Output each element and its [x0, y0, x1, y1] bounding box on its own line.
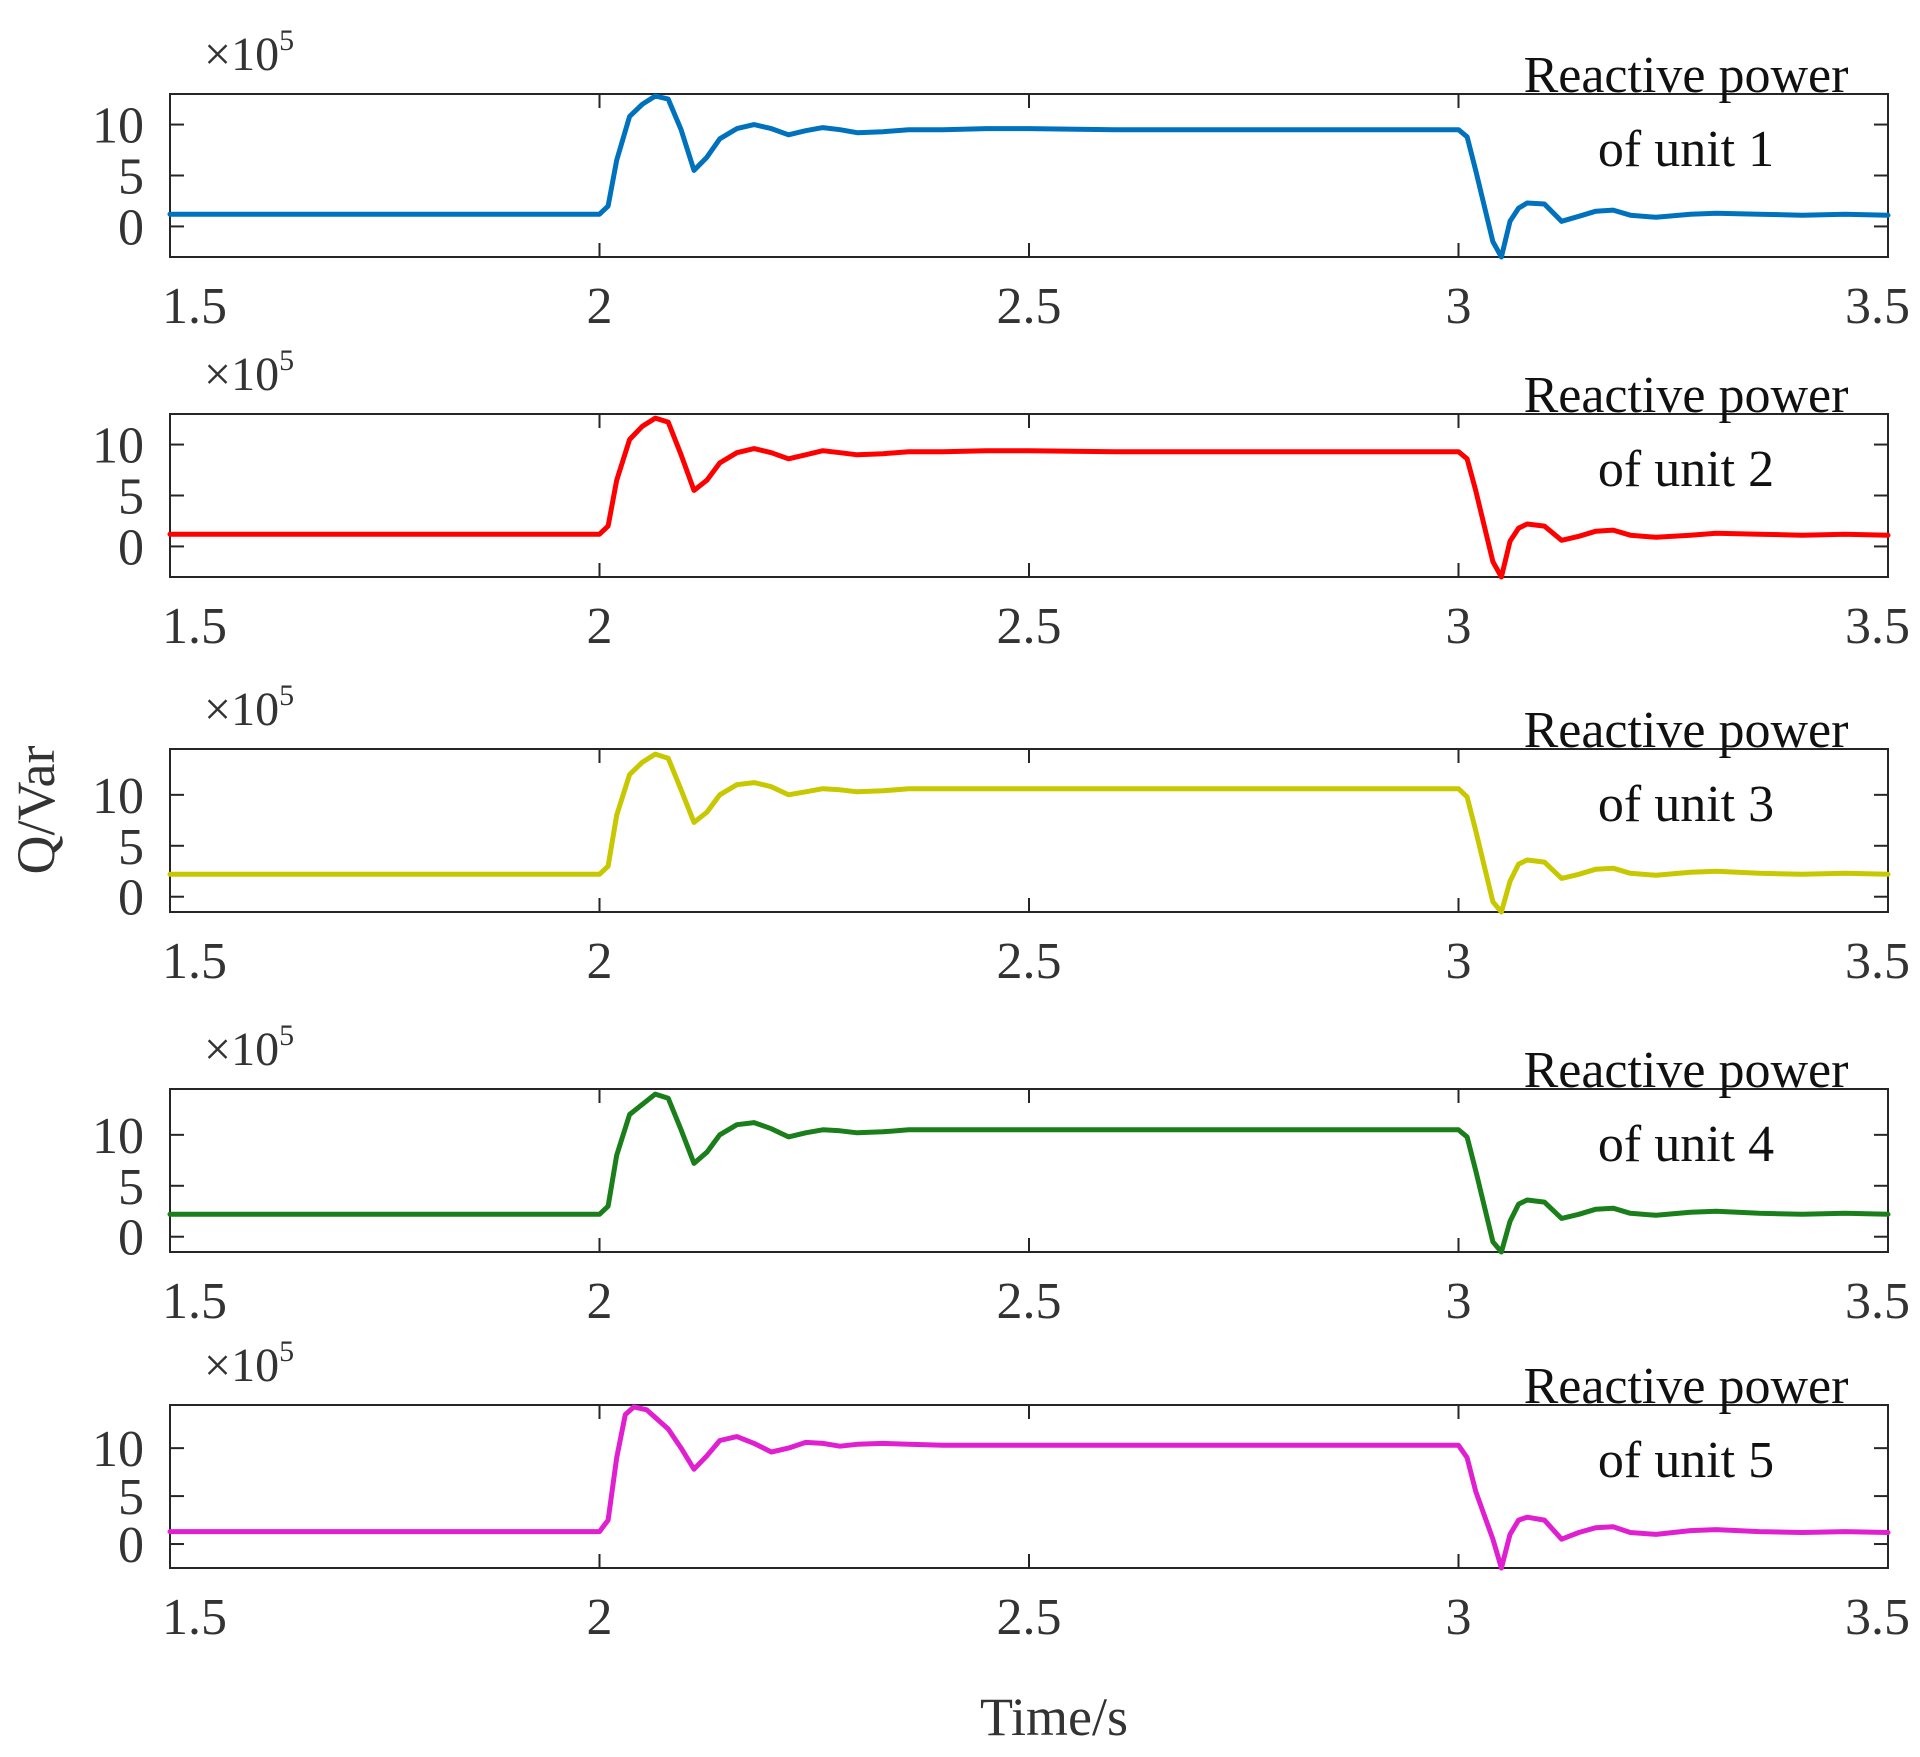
y-tick-label: 5: [118, 819, 144, 876]
y-tick-label: 0: [118, 1210, 144, 1267]
x-tick-label: 2.5: [997, 598, 1062, 655]
x-tick-label: 1.5: [162, 598, 227, 655]
x-tick-label: 3: [1446, 598, 1472, 655]
x-tick-label: 3.5: [1845, 1273, 1910, 1330]
y-exponent-label: ×105: [204, 679, 294, 736]
series-line: [167, 93, 1891, 260]
x-tick-label: 2: [587, 933, 613, 990]
y-exponent-power: 5: [279, 1335, 294, 1368]
x-tick-label: 1.5: [162, 278, 227, 335]
legend-line-1: Reactive power: [1524, 702, 1849, 759]
x-tick-label: 3.5: [1845, 598, 1910, 655]
legend-line-2: of unit 2: [1598, 441, 1774, 498]
y-tick-label: 0: [118, 519, 144, 576]
y-tick-label: 0: [118, 1517, 144, 1574]
y-exponent-label: ×105: [204, 344, 294, 401]
y-tick-label: 5: [118, 1469, 144, 1526]
y-tick-label: 10: [92, 768, 144, 825]
legend-line-2: of unit 5: [1598, 1432, 1774, 1489]
y-exponent-power: 5: [279, 344, 294, 377]
x-tick-label: 3: [1446, 278, 1472, 335]
y-exponent-label: ×105: [204, 1335, 294, 1392]
y-exponent-label: ×105: [204, 1019, 294, 1076]
x-tick-label: 2.5: [997, 933, 1062, 990]
x-tick-label: 3.5: [1845, 933, 1910, 990]
series-line: [167, 1404, 1891, 1571]
y-exponent-power: 5: [279, 1019, 294, 1052]
legend-line-2: of unit 4: [1598, 1116, 1774, 1173]
x-tick-label: 3.5: [1845, 278, 1910, 335]
x-tick-label: 2: [587, 278, 613, 335]
legend-line-2: of unit 3: [1598, 776, 1774, 833]
y-tick-label: 10: [92, 418, 144, 475]
x-tick-label: 2.5: [997, 1589, 1062, 1646]
legend-line-1: Reactive power: [1524, 47, 1849, 104]
x-tick-label: 3: [1446, 1273, 1472, 1330]
x-tick-label: 3: [1446, 933, 1472, 990]
x-tick-label: 3.5: [1845, 1589, 1910, 1646]
y-tick-label: 0: [118, 870, 144, 927]
y-exponent-label: ×105: [204, 24, 294, 81]
series-line: [167, 1091, 1891, 1255]
x-tick-label: 2.5: [997, 278, 1062, 335]
series-line: [167, 751, 1891, 915]
y-tick-label: 0: [118, 199, 144, 256]
x-tick-label: 2: [587, 1273, 613, 1330]
x-tick-label: 1.5: [162, 1273, 227, 1330]
legend-line-1: Reactive power: [1524, 1358, 1849, 1415]
y-tick-label: 10: [92, 1421, 144, 1478]
y-exponent-power: 5: [279, 679, 294, 712]
y-tick-label: 10: [92, 1108, 144, 1165]
legend-line-2: of unit 1: [1598, 121, 1774, 178]
x-tick-label: 3: [1446, 1589, 1472, 1646]
x-axis-title: Time/s: [980, 1687, 1128, 1747]
x-tick-label: 1.5: [162, 933, 227, 990]
y-axis-title: Q/Var: [6, 746, 66, 875]
y-tick-label: 5: [118, 469, 144, 526]
y-tick-label: 5: [118, 149, 144, 206]
y-tick-label: 10: [92, 98, 144, 155]
y-exponent-power: 5: [279, 24, 294, 57]
legend-line-1: Reactive power: [1524, 1042, 1849, 1099]
series-line: [167, 415, 1891, 580]
y-tick-label: 5: [118, 1159, 144, 1216]
x-tick-label: 1.5: [162, 1589, 227, 1646]
legend-line-1: Reactive power: [1524, 367, 1849, 424]
x-tick-label: 2: [587, 1589, 613, 1646]
x-tick-label: 2.5: [997, 1273, 1062, 1330]
x-tick-label: 2: [587, 598, 613, 655]
